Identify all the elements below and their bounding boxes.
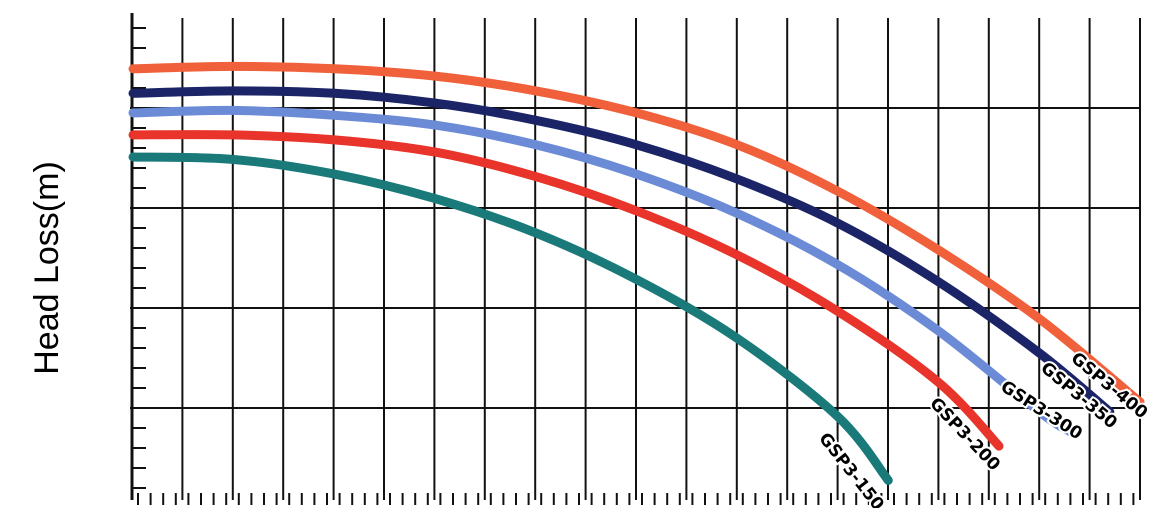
series-line-gsp3-350 — [128, 86, 1115, 417]
series-line-gsp3-150 — [128, 152, 893, 485]
series-line-gsp3-200 — [128, 130, 1004, 451]
series-group — [128, 61, 1145, 485]
series-line-gsp3-300 — [128, 105, 1074, 436]
series-line-gsp3-400 — [128, 61, 1145, 407]
y-axis-label: Head Loss(m) — [28, 161, 66, 375]
